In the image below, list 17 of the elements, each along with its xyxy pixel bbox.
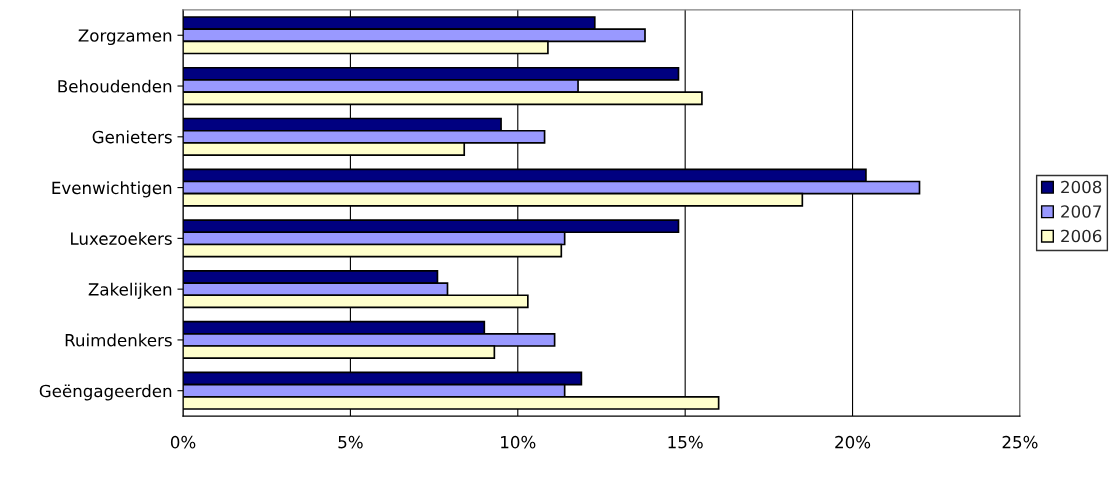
legend-label: 2007: [1061, 205, 1101, 218]
y-tick-label: Luxezoekers: [71, 232, 172, 245]
x-tick-label: 5%: [338, 435, 363, 449]
y-tick-label: Genieters: [92, 130, 172, 144]
x-tick-label: 20%: [835, 435, 871, 449]
y-tick-label: Geëngageerden: [39, 384, 172, 401]
y-tick-label: Zakelijken: [88, 282, 172, 299]
legend-label: 2008: [1061, 180, 1102, 194]
x-tick-label: 15%: [668, 435, 703, 449]
x-tick-label: 10%: [501, 435, 536, 449]
y-tick-label: Evenwichtigen: [52, 181, 172, 198]
y-tick-label: Zorgzamen: [78, 29, 172, 46]
x-tick-label: 25%: [1002, 435, 1038, 449]
y-tick-label: Behoudenden: [58, 79, 172, 93]
x-tick-label: 0%: [170, 435, 196, 449]
legend-label: 2006: [1061, 229, 1102, 243]
y-tick-label: Ruimdenkers: [65, 333, 172, 347]
